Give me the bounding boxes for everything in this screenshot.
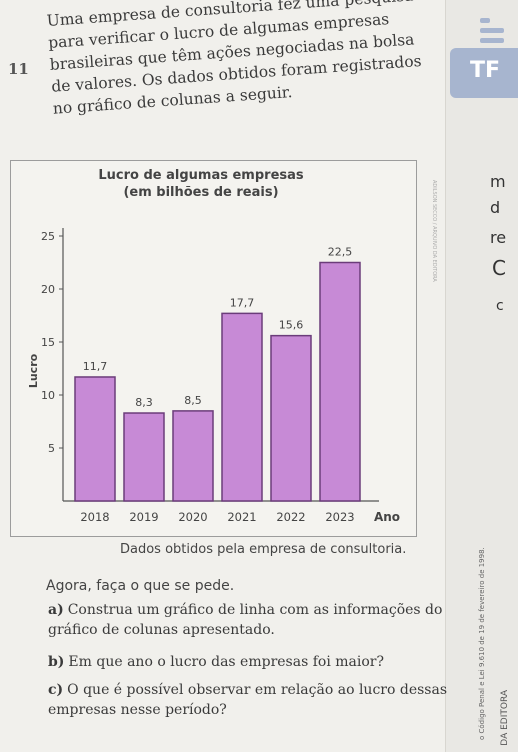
chart-subtitle: (em bilhões de reais) (123, 185, 279, 200)
column-chart: Lucro de algumas empresas (em bilhões de… (10, 160, 417, 537)
edge-letter-2: d (490, 198, 501, 217)
edge-letter-1: m (490, 172, 506, 191)
item-a-text: Construa um gráfico de linha com as info… (48, 602, 443, 638)
section-tab-label: TF (470, 58, 501, 83)
next-page-edge (445, 0, 518, 752)
edge-letter-3: re (490, 228, 507, 247)
item-c: c) O que é possível observar em relação a… (48, 680, 448, 720)
item-c-text: O que é possível observar em relação ao … (48, 682, 448, 718)
x-tick-label: 2021 (227, 510, 256, 524)
item-a-label: a) (48, 602, 64, 618)
copyright-note: o Código Penal e Lei 9.610 de 19 de feve… (478, 547, 486, 740)
item-b-text: Em que ano o lucro das empresas foi maio… (68, 654, 384, 670)
edge-letter-4: C (492, 256, 506, 280)
bar-value-label: 17,7 (230, 296, 255, 309)
publisher-note: DA EDITORA (500, 690, 510, 746)
bar-value-label: 22,5 (328, 246, 353, 259)
y-tick-label: 5 (48, 442, 55, 455)
item-c-label: c) (48, 682, 64, 698)
y-tick-label: 25 (41, 230, 55, 243)
x-tick-label: 2018 (80, 510, 109, 524)
chart-title-block: Lucro de algumas empresas (em bilhões de… (71, 167, 331, 201)
item-b: b) Em que ano o lucro das empresas foi ma… (48, 652, 448, 672)
x-axis-label: Ano (374, 510, 400, 524)
x-tick-label: 2019 (129, 510, 158, 524)
section-tab (450, 48, 518, 98)
bar-value-label: 11,7 (83, 360, 108, 373)
bar-2020 (172, 410, 214, 502)
question-number: 11 (8, 60, 29, 78)
item-b-label: b) (48, 654, 65, 670)
bar-2023 (319, 261, 361, 502)
y-axis-label: Lucro (27, 353, 40, 388)
chart-source: Dados obtidos pela empresa de consultori… (120, 542, 407, 557)
chart-title: Lucro de algumas empresas (98, 168, 304, 183)
y-tick-label: 15 (41, 336, 55, 349)
item-a: a) Construa um gráfico de linha com as in… (48, 600, 448, 640)
bar-2018 (74, 376, 116, 502)
chart-plot: 5 10 15 20 25 Lucro 11,7 2018 8,3 2019 8,5 2020 17,7… (27, 228, 400, 524)
side-image-credit: ADILSON SECCO / ARQUIVO DA EDITORA (431, 180, 437, 282)
bar-2021 (221, 312, 263, 502)
bar-value-label: 8,5 (184, 394, 202, 407)
bar-2022 (270, 334, 312, 502)
tab-decoration-icon (480, 18, 504, 43)
x-tick-label: 2020 (178, 510, 207, 524)
instructions-intro: Agora, faça o que se pede. (46, 578, 235, 594)
y-tick-label: 20 (41, 283, 55, 296)
y-tick-label: 10 (41, 389, 55, 402)
bar-2019 (123, 412, 165, 502)
bar-value-label: 8,3 (135, 396, 153, 409)
x-tick-label: 2023 (325, 510, 354, 524)
x-tick-label: 2022 (276, 510, 305, 524)
edge-letter-5: c (496, 298, 504, 314)
bar-value-label: 15,6 (279, 319, 304, 332)
